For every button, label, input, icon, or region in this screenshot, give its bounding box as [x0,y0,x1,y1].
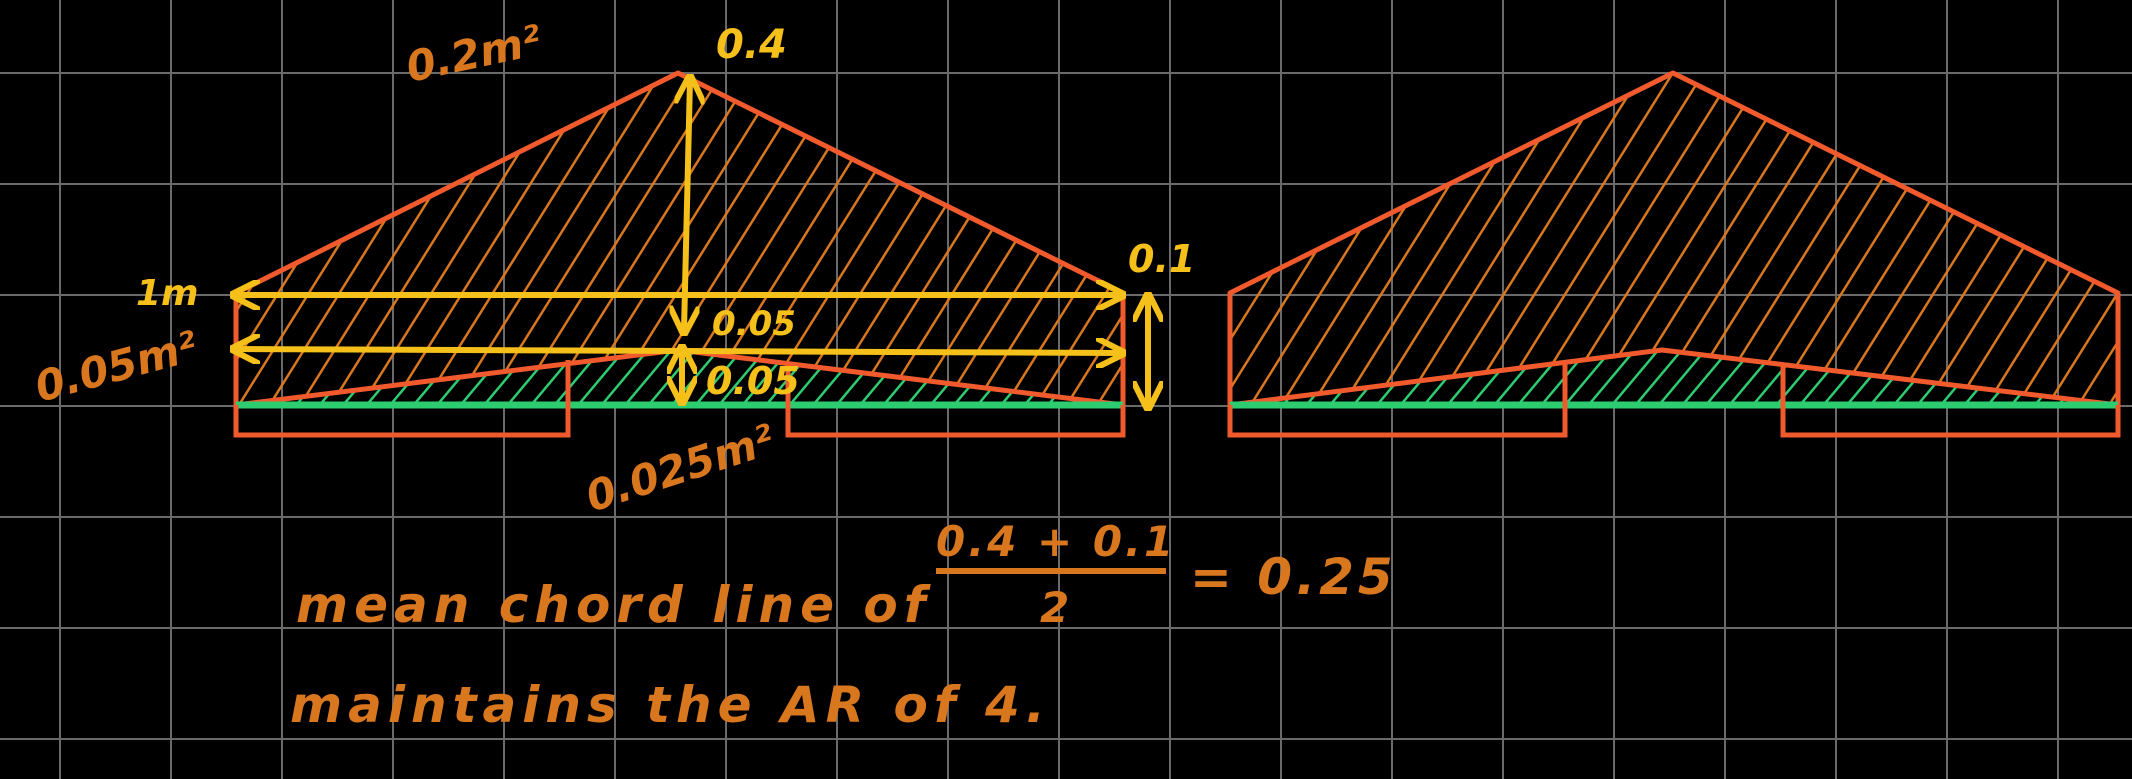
right-wing-diagram [1227,70,2121,438]
mid-chord-dimension-line [236,349,1120,353]
right-tail-hatch [1230,350,2118,405]
label-dim-mid-upper: 0.05 [712,304,796,344]
left-wing-diagram: 0.2m² 0.4 1m 0.05m² 0.05 0.05 0.1 0.025m… [30,15,1195,521]
right-elevator-right [1780,365,2121,438]
right-wing-outline [1227,70,2121,405]
label-area-left: 0.05m² [30,321,203,411]
fraction-numerator: 0.4 + 0.1 [936,517,1176,566]
dimension-lines [236,80,1148,405]
left-elevator-right [785,365,1126,438]
label-area-top: 0.2m² [402,15,546,91]
left-wing-outline [233,70,1126,405]
right-wing-area [1230,73,2118,405]
root-height-dimension-line [684,80,690,330]
right-tail-outline [1229,347,2119,408]
left-elevator-left [233,360,571,438]
fraction-result: = 0.25 [1190,548,1397,606]
label-height-top: 0.4 [716,22,787,68]
note-line-1: mean chord line of [296,576,932,634]
handwritten-notes: mean chord line of 0.4 + 0.1 2 = 0.25 ma… [290,517,1397,734]
fraction-denominator: 2 [1040,583,1069,632]
note-line-2: maintains the AR of 4. [290,676,1051,734]
right-elevator-left [1227,362,1568,438]
label-area-bottom: 0.025m² [580,414,781,521]
label-span: 1m [136,273,199,314]
label-height-right: 0.1 [1128,237,1195,281]
label-dim-mid-lower: 0.05 [706,359,800,403]
